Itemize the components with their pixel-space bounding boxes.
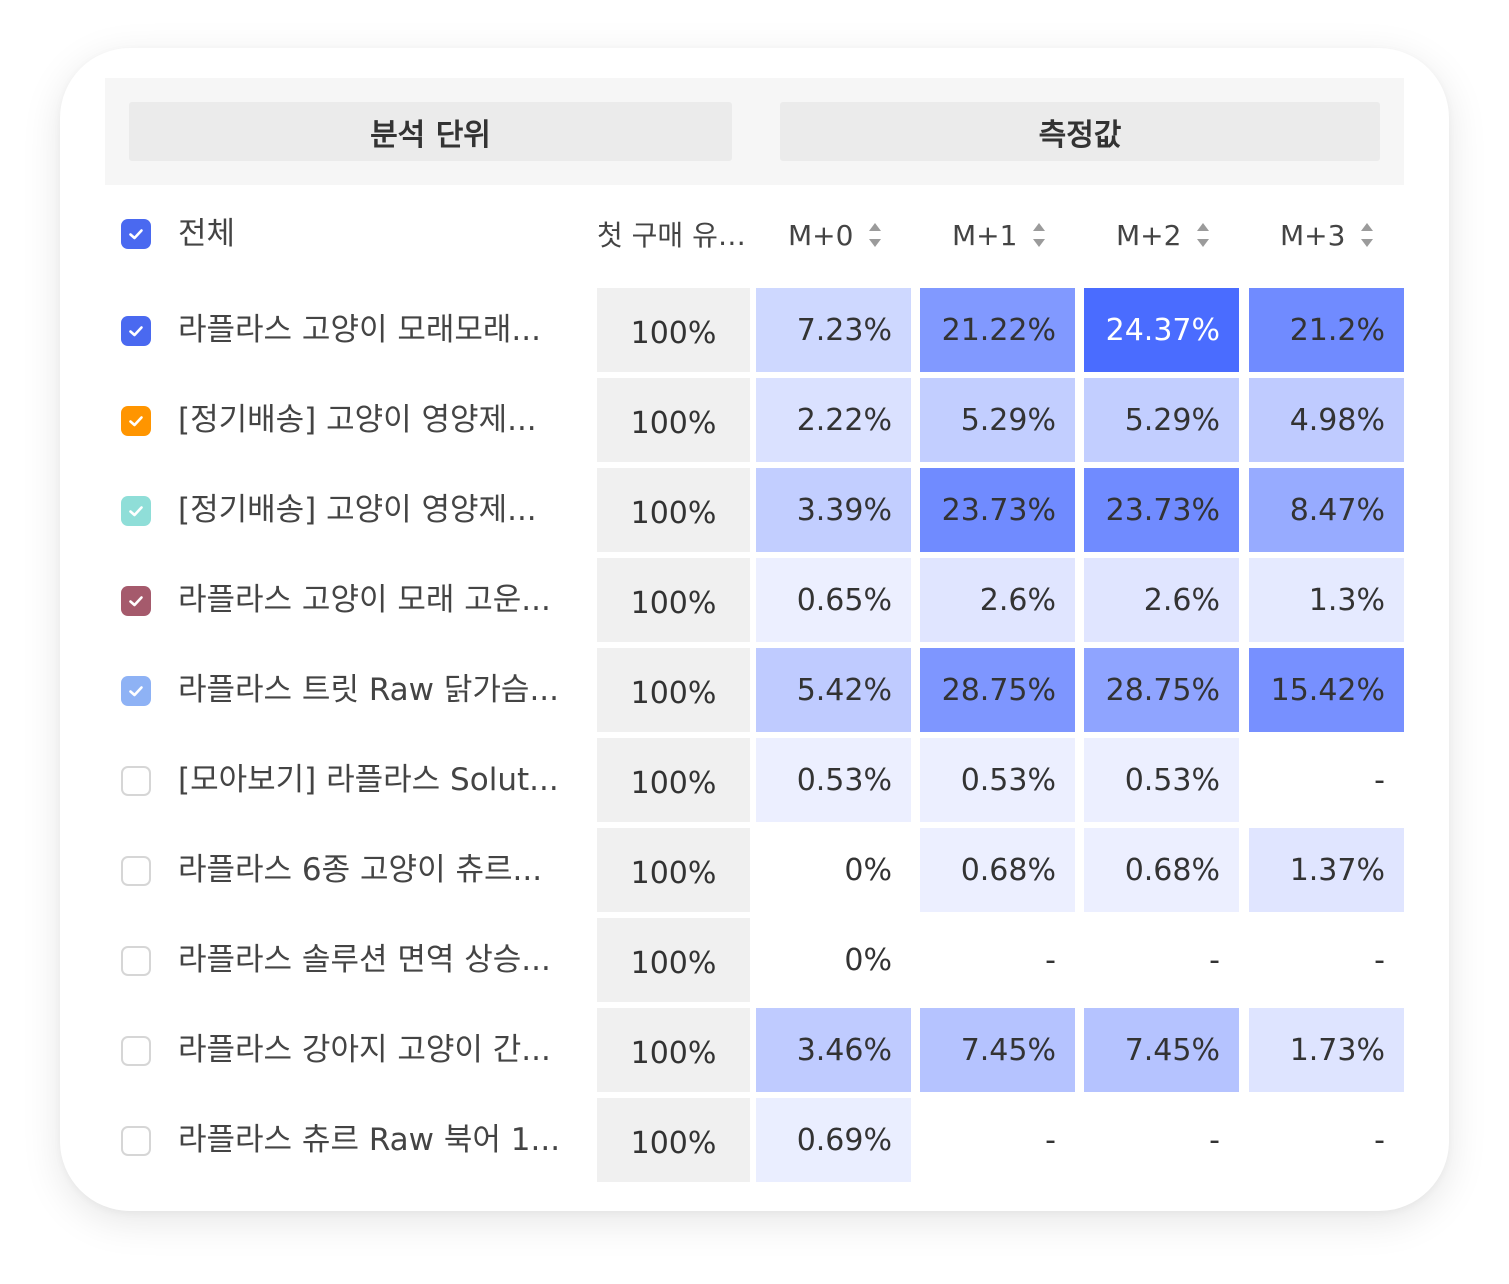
cell-m0: 0% xyxy=(756,828,911,912)
cell-m3: 1.73% xyxy=(1249,1008,1404,1092)
cell-m0: 5.42% xyxy=(756,648,911,732)
check-icon xyxy=(129,686,143,697)
sort-icon[interactable] xyxy=(1358,218,1376,252)
row-checkbox[interactable] xyxy=(121,316,151,346)
sort-icon[interactable] xyxy=(1194,218,1212,252)
row-checkbox[interactable] xyxy=(121,766,151,796)
cell-m2: - xyxy=(1084,1098,1239,1182)
cell-m1: - xyxy=(920,1098,1075,1182)
cell-m2: 7.45% xyxy=(1084,1008,1239,1092)
cell-m1: 7.45% xyxy=(920,1008,1075,1092)
cell-m2: 5.29% xyxy=(1084,378,1239,462)
select-all-checkbox[interactable] xyxy=(121,219,151,249)
cell-m2: 28.75% xyxy=(1084,648,1239,732)
row-label: 라플라스 트릿 Raw 닭가슴... xyxy=(178,672,560,708)
cell-m0: 3.46% xyxy=(756,1008,911,1092)
cell-m3: 1.3% xyxy=(1249,558,1404,642)
cell-first-purchase: 100% xyxy=(597,648,750,732)
cell-m2: 24.37% xyxy=(1084,288,1239,372)
column-header-first-purchase[interactable]: 첫 구매 유… xyxy=(597,219,746,252)
cell-m1: - xyxy=(920,918,1075,1002)
row-checkbox[interactable] xyxy=(121,496,151,526)
cell-first-purchase: 100% xyxy=(597,288,750,372)
cell-m3: - xyxy=(1249,738,1404,822)
cell-first-purchase: 100% xyxy=(597,378,750,462)
cell-m1: 21.22% xyxy=(920,288,1075,372)
cell-m3: 21.2% xyxy=(1249,288,1404,372)
row-checkbox[interactable] xyxy=(121,406,151,436)
check-icon xyxy=(129,506,143,517)
cell-m1: 5.29% xyxy=(920,378,1075,462)
row-label: 라플라스 고양이 모래모래... xyxy=(178,312,541,348)
row-checkbox[interactable] xyxy=(121,676,151,706)
cell-m0: 0.53% xyxy=(756,738,911,822)
cell-m1: 0.68% xyxy=(920,828,1075,912)
cell-m1: 23.73% xyxy=(920,468,1075,552)
cell-m3: 1.37% xyxy=(1249,828,1404,912)
cell-first-purchase: 100% xyxy=(597,828,750,912)
measure-header: 측정값 xyxy=(780,102,1380,161)
cell-first-purchase: 100% xyxy=(597,918,750,1002)
cell-first-purchase: 100% xyxy=(597,468,750,552)
row-checkbox[interactable] xyxy=(121,586,151,616)
check-icon xyxy=(129,229,143,240)
cell-m0: 0% xyxy=(756,918,911,1002)
cell-m3: - xyxy=(1249,918,1404,1002)
analysis-unit-header: 분석 단위 xyxy=(129,102,732,161)
check-icon xyxy=(129,416,143,427)
cell-m2: 23.73% xyxy=(1084,468,1239,552)
cell-m0: 3.39% xyxy=(756,468,911,552)
cell-first-purchase: 100% xyxy=(597,558,750,642)
row-label: 라플라스 고양이 모래 고운... xyxy=(178,582,551,618)
cell-first-purchase: 100% xyxy=(597,1098,750,1182)
cell-m0: 2.22% xyxy=(756,378,911,462)
column-header-m2[interactable]: M+2 xyxy=(1116,219,1182,252)
cell-m3: - xyxy=(1249,1098,1404,1182)
row-label: 라플라스 6종 고양이 츄르... xyxy=(178,852,543,888)
row-label: [정기배송] 고양이 영양제... xyxy=(178,402,537,438)
row-label: 라플라스 츄르 Raw 북어 1... xyxy=(178,1122,561,1158)
sort-icon[interactable] xyxy=(1030,218,1048,252)
cell-first-purchase: 100% xyxy=(597,738,750,822)
row-checkbox[interactable] xyxy=(121,946,151,976)
cell-m1: 2.6% xyxy=(920,558,1075,642)
column-header-m3[interactable]: M+3 xyxy=(1280,219,1346,252)
select-all-label: 전체 xyxy=(178,216,236,252)
check-icon xyxy=(129,326,143,337)
check-icon xyxy=(129,596,143,607)
row-label: [모아보기] 라플라스 Solut... xyxy=(178,762,559,798)
row-label: [정기배송] 고양이 영양제... xyxy=(178,492,537,528)
cell-m2: 2.6% xyxy=(1084,558,1239,642)
cell-first-purchase: 100% xyxy=(597,1008,750,1092)
cell-m1: 28.75% xyxy=(920,648,1075,732)
row-label: 라플라스 강아지 고양이 간... xyxy=(178,1032,551,1068)
row-checkbox[interactable] xyxy=(121,1036,151,1066)
cell-m3: 8.47% xyxy=(1249,468,1404,552)
cell-m3: 4.98% xyxy=(1249,378,1404,462)
cell-m3: 15.42% xyxy=(1249,648,1404,732)
row-label: 라플라스 솔루션 면역 상승... xyxy=(178,942,551,978)
cell-m0: 0.65% xyxy=(756,558,911,642)
cell-m2: 0.53% xyxy=(1084,738,1239,822)
cell-m0: 0.69% xyxy=(756,1098,911,1182)
cell-m1: 0.53% xyxy=(920,738,1075,822)
cell-m0: 7.23% xyxy=(756,288,911,372)
sort-icon[interactable] xyxy=(866,218,884,252)
cell-m2: - xyxy=(1084,918,1239,1002)
column-header-m1[interactable]: M+1 xyxy=(952,219,1018,252)
row-checkbox[interactable] xyxy=(121,1126,151,1156)
cell-m2: 0.68% xyxy=(1084,828,1239,912)
row-checkbox[interactable] xyxy=(121,856,151,886)
column-header-m0[interactable]: M+0 xyxy=(788,219,854,252)
